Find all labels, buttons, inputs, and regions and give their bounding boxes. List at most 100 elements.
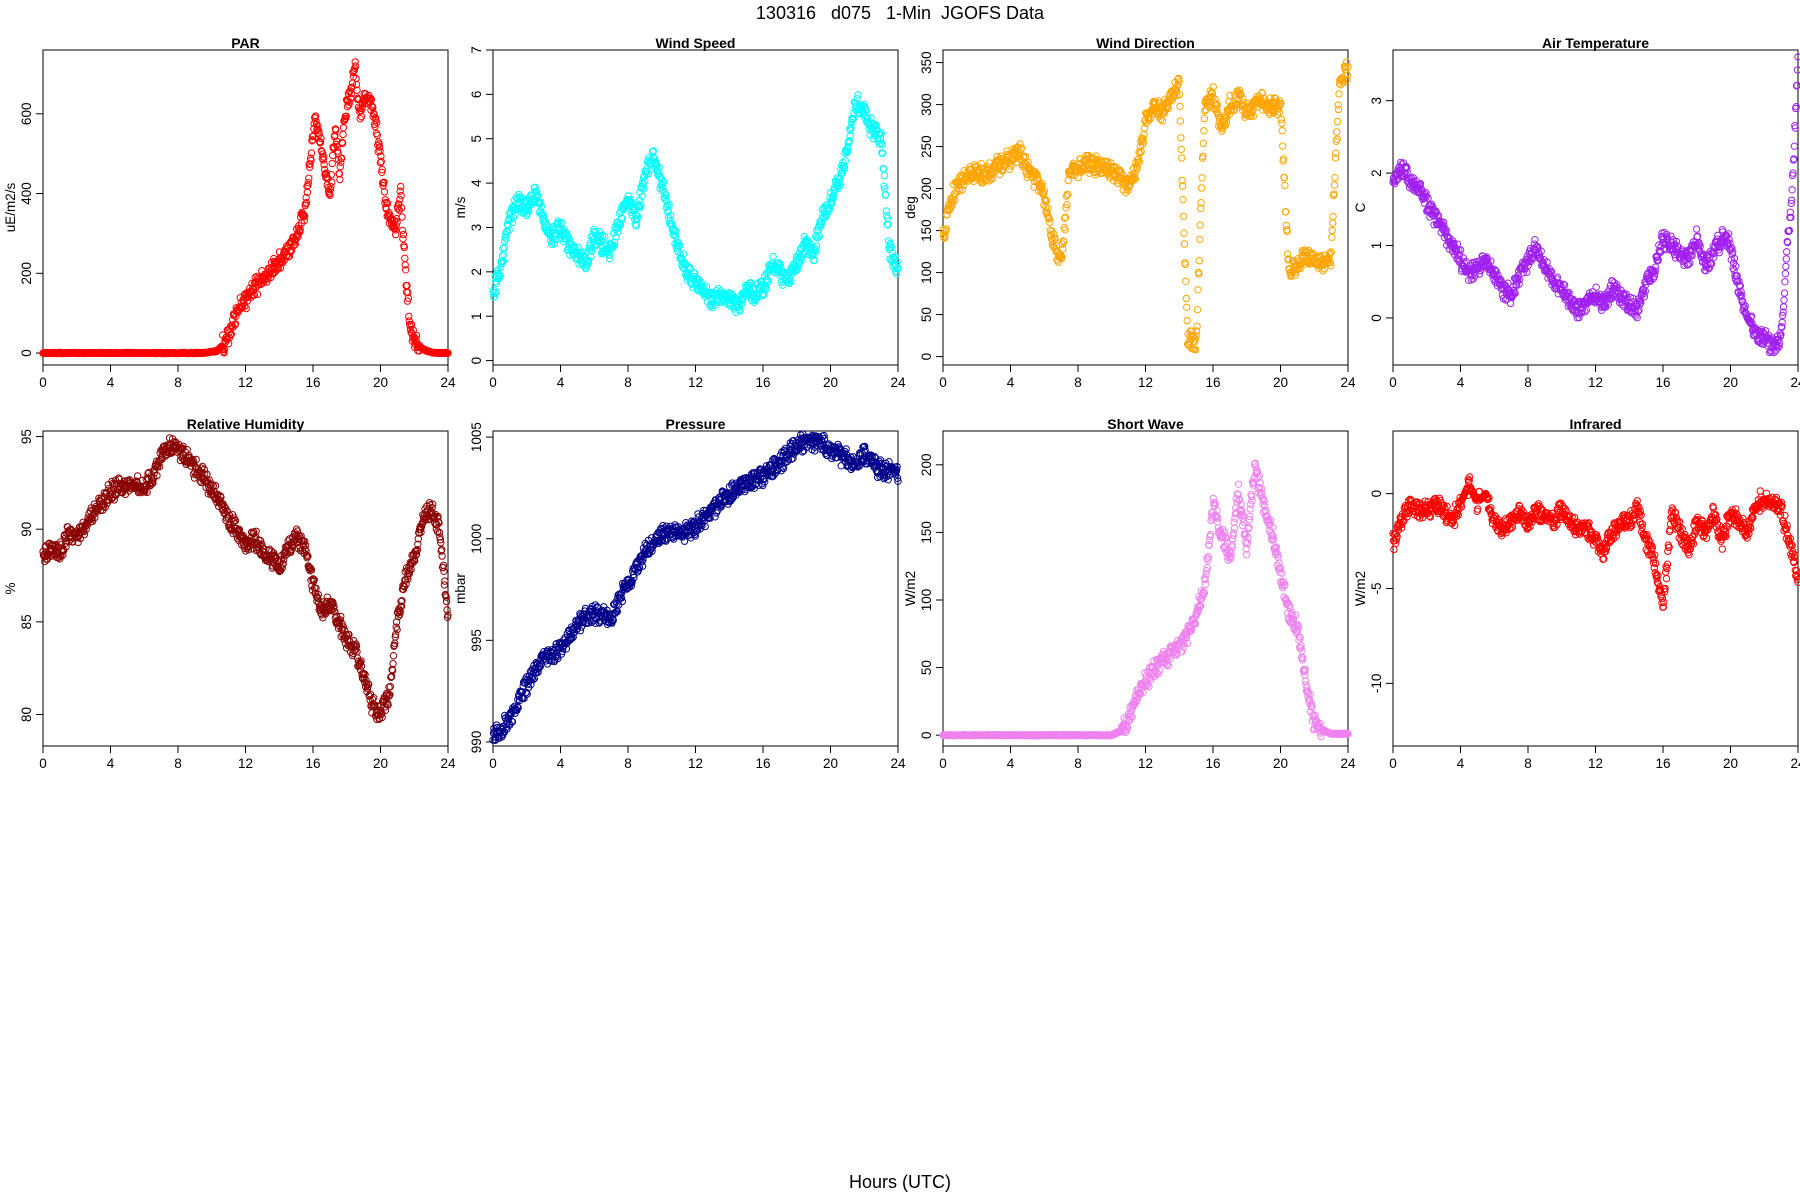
plot-frame [492,430,899,747]
data-point [966,163,974,171]
data-point [335,170,344,178]
data-point [490,293,499,301]
panel-title: Air Temperature [1542,35,1649,51]
data-point [736,307,744,315]
data-point [405,312,413,321]
data-point [1343,76,1351,84]
x-tick-label: 20 [1273,375,1288,390]
data-point [267,273,275,282]
data-point [1038,179,1046,188]
data-point [1686,259,1694,267]
data-point [660,178,668,186]
data-point [666,211,675,220]
data-point [395,206,403,214]
y-tick-label: 350 [919,51,934,74]
data-point [349,68,357,76]
data-point [762,285,770,293]
data-point [1192,332,1200,340]
data-point [1044,204,1052,213]
data-point [538,202,546,211]
data-point [1625,298,1633,307]
data-point [836,181,844,190]
x-tick-label: 16 [755,756,770,771]
data-point [353,86,361,94]
y-tick-label: 0 [1369,314,1384,322]
plot-frame [1392,49,1799,366]
data-point [328,159,336,168]
data-point [872,121,880,129]
y-tick-label: 85 [19,614,34,629]
data-point [375,140,383,148]
data-point [1130,174,1139,182]
data-point [882,207,890,215]
data-point [1138,136,1146,144]
data-point [308,137,316,145]
data-point [1672,237,1681,246]
data-point [1179,196,1187,204]
data-point [853,95,861,103]
data-point [398,213,406,221]
data-point [776,261,785,269]
data-point [378,168,386,177]
data-point [665,201,673,209]
data-point [1331,174,1339,182]
data-point [1059,245,1067,253]
y-tick-label: 1000 [469,524,484,554]
data-point [814,234,822,242]
data-point [1434,211,1443,220]
data-point [1177,145,1186,154]
data-point [887,241,895,249]
data-point [1239,95,1247,103]
x-tick-label: 20 [823,756,838,771]
data-point [533,187,541,195]
data-point [354,94,362,102]
data-point [320,153,328,161]
data-point [1491,266,1499,274]
y-axis-label: % [3,582,18,594]
data-point [1176,102,1184,111]
data-point [246,284,254,292]
plot-frame [492,49,899,366]
data-point [584,256,593,265]
data-point [1179,182,1187,190]
y-tick-label: 1005 [469,422,484,452]
data-point [498,252,507,260]
data-point [1175,90,1184,99]
x-tick-label: 8 [1524,375,1532,390]
y-tick-label: 200 [19,262,34,285]
data-point [1329,212,1337,221]
data-point [946,206,954,214]
data-point [862,106,870,114]
data-point [1050,243,1059,252]
series-points [939,58,1352,354]
data-point [1058,253,1066,261]
data-point [326,191,334,199]
data-point [1192,346,1200,354]
data-point [1146,115,1154,123]
y-tick-label: 100 [919,261,934,284]
data-point [397,191,405,200]
data-point [250,291,259,299]
data-point [351,62,360,70]
data-point [610,241,618,250]
data-point [676,251,685,259]
data-point [1492,267,1500,275]
data-point [846,132,854,140]
data-point [511,210,519,219]
data-point [854,91,862,99]
data-point [1042,197,1051,205]
panel-title: Relative Humidity [187,416,305,432]
data-point [1212,108,1221,116]
data-point [1183,303,1191,311]
data-point [1131,175,1140,183]
data-point [640,185,648,193]
data-point [1632,312,1640,320]
data-point [1640,293,1649,301]
data-point [618,215,626,223]
data-point [1180,240,1189,248]
y-tick-label: 150 [919,219,934,242]
data-point [1424,194,1432,202]
x-tick-label: 20 [373,375,388,390]
data-point [684,262,692,271]
